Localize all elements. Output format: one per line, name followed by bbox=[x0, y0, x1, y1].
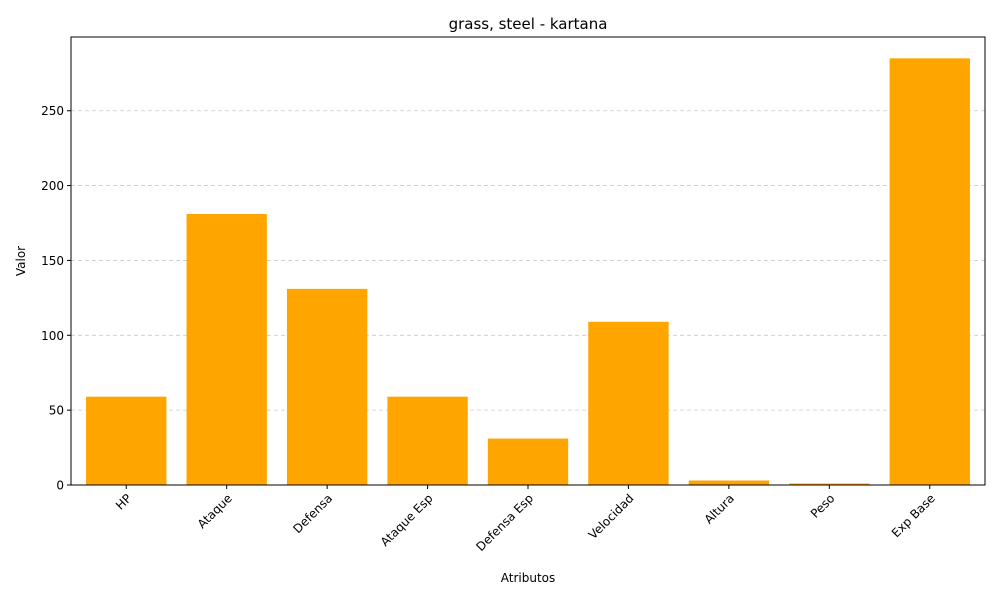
y-tick-label: 0 bbox=[56, 479, 64, 493]
bar-ataque-esp bbox=[387, 396, 468, 485]
x-tick-label: Ataque bbox=[195, 491, 235, 531]
bar-altura bbox=[688, 480, 770, 485]
x-tick-label: Altura bbox=[702, 491, 737, 526]
chart-title: grass, steel - kartana bbox=[449, 15, 608, 33]
y-tick-label: 100 bbox=[41, 329, 64, 343]
y-axis-label: Valor bbox=[14, 246, 28, 276]
bar-peso bbox=[789, 483, 870, 485]
x-tick-label: Defensa bbox=[290, 491, 335, 536]
bar-velocidad bbox=[588, 321, 669, 485]
x-tick-label: Peso bbox=[808, 491, 838, 521]
bar-defensa-esp bbox=[487, 438, 569, 485]
y-tick-label: 200 bbox=[41, 179, 64, 193]
x-axis-label: Atributos bbox=[501, 571, 556, 585]
bar-hp bbox=[86, 396, 167, 485]
x-tick-label: Velocidad bbox=[586, 491, 637, 542]
bar-exp-base bbox=[889, 58, 970, 485]
x-axis-ticks: HP Ataque Defensa Ataque Esp Defensa Esp Velo… bbox=[113, 485, 938, 554]
x-tick-label: HP bbox=[113, 491, 134, 512]
x-tick-label: Ataque Esp bbox=[378, 491, 436, 549]
bar-ataque bbox=[186, 214, 267, 485]
y-axis-ticks: 0 50 100 150 200 250 bbox=[41, 104, 71, 493]
y-tick-label: 150 bbox=[41, 254, 64, 268]
bars bbox=[86, 58, 970, 485]
y-tick-label: 250 bbox=[41, 104, 64, 118]
y-tick-label: 50 bbox=[49, 404, 64, 418]
x-tick-label: Defensa Esp bbox=[473, 491, 536, 554]
bar-defensa bbox=[286, 288, 368, 485]
x-tick-label: Exp Base bbox=[889, 491, 938, 540]
